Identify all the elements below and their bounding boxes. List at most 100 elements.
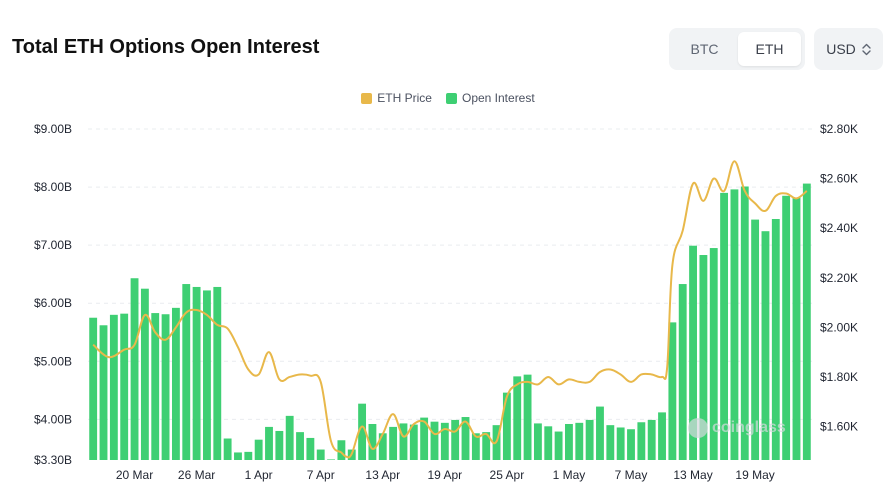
open-interest-bar — [203, 290, 211, 460]
open-interest-bar — [606, 425, 615, 460]
x-axis-tick-label: 1 Apr — [245, 468, 273, 482]
open-interest-bar — [89, 317, 98, 460]
asset-toggle: BTC ETH — [669, 28, 805, 70]
left-axis-tick-label: $5.00B — [34, 354, 72, 368]
x-axis-tick-label: 20 Mar — [116, 468, 153, 482]
right-axis-tick-label: $1.60K — [820, 420, 858, 434]
open-interest-bar — [213, 286, 222, 460]
open-interest-bar — [616, 427, 625, 460]
open-interest-bar — [420, 417, 429, 460]
open-interest-bar — [596, 406, 604, 460]
x-axis-tick-label: 7 May — [615, 468, 648, 482]
open-interest-bar — [440, 422, 449, 460]
open-interest-bar — [709, 248, 718, 460]
asset-option-eth[interactable]: ETH — [738, 32, 801, 66]
open-interest-bar — [544, 426, 553, 460]
open-interest-bar — [171, 307, 180, 460]
open-interest-bar — [740, 186, 749, 460]
open-interest-bar — [451, 419, 460, 460]
open-interest-bar — [296, 432, 304, 460]
currency-select-value: USD — [826, 41, 856, 57]
open-interest-bar — [99, 325, 108, 460]
open-interest-bar — [554, 431, 563, 460]
coinglass-logo-icon — [688, 418, 708, 438]
open-interest-bar — [306, 437, 315, 460]
open-interest-bar — [430, 421, 439, 460]
legend-label-eth-price: ETH Price — [377, 91, 432, 105]
legend-label-open-interest: Open Interest — [461, 91, 535, 105]
open-interest-bar — [409, 424, 418, 460]
page-title: Total ETH Options Open Interest — [12, 36, 320, 58]
open-interest-bar — [140, 288, 149, 460]
open-interest-bar — [668, 322, 677, 460]
open-interest-bar — [254, 439, 263, 460]
x-axis-tick-label: 19 May — [735, 468, 774, 482]
open-interest-bar — [358, 403, 367, 460]
open-interest-bar — [782, 195, 791, 460]
open-interest-bar — [389, 426, 398, 460]
chart-legend: ETH Price Open Interest — [0, 91, 896, 105]
watermark-text: coinglass — [712, 419, 786, 436]
right-axis-tick-label: $2.40K — [820, 221, 858, 235]
x-axis-tick-label: 13 Apr — [365, 468, 400, 482]
left-axis-tick-label: $3.30B — [34, 453, 72, 467]
open-interest-bar — [565, 423, 573, 460]
legend-item-eth-price[interactable]: ETH Price — [361, 91, 432, 105]
x-axis-tick-label: 19 Apr — [427, 468, 462, 482]
open-interest-bar — [192, 286, 201, 460]
open-interest-bar — [378, 433, 387, 460]
open-interest-bar — [575, 422, 584, 460]
open-interest-bar — [802, 183, 811, 460]
open-interest-bar — [585, 419, 594, 460]
open-interest-bar — [244, 451, 253, 460]
open-interest-bar — [471, 433, 480, 460]
open-interest-bar — [109, 314, 118, 460]
open-interest-bar — [316, 449, 325, 460]
left-axis-tick-label: $6.00B — [34, 296, 72, 310]
x-axis-tick-label: 13 May — [673, 468, 712, 482]
open-interest-bar — [161, 314, 170, 460]
right-axis-tick-label: $2.00K — [820, 320, 858, 334]
legend-swatch-eth-price — [361, 92, 373, 104]
open-interest-bar — [368, 423, 377, 460]
open-interest-bar — [730, 189, 739, 460]
open-interest-bar — [523, 374, 532, 460]
open-interest-bar — [482, 432, 491, 460]
right-axis-tick-label: $1.80K — [820, 370, 858, 384]
open-interest-bar — [234, 452, 242, 460]
open-interest-bar — [182, 284, 191, 460]
currency-select[interactable]: USD — [814, 28, 883, 70]
eth-price-line — [92, 160, 808, 459]
left-axis-tick-label: $9.00B — [34, 122, 72, 136]
open-interest-bar — [151, 313, 160, 460]
watermark: coinglass — [688, 418, 786, 438]
legend-item-open-interest[interactable]: Open Interest — [445, 91, 535, 105]
open-interest-bar — [502, 392, 511, 460]
legend-swatch-open-interest — [445, 92, 457, 104]
x-axis-tick-label: 26 Mar — [178, 468, 215, 482]
open-interest-bar — [399, 423, 408, 460]
open-interest-bar — [647, 419, 656, 460]
left-axis-tick-label: $8.00B — [34, 180, 72, 194]
open-interest-bar — [689, 245, 697, 460]
left-axis-tick-label: $4.00B — [34, 412, 72, 426]
open-interest-bar — [337, 440, 346, 460]
open-interest-bar — [130, 278, 139, 460]
x-axis-tick-label: 25 Apr — [490, 468, 525, 482]
left-axis-tick-label: $7.00B — [34, 238, 72, 252]
open-interest-bar — [699, 255, 708, 460]
open-interest-bar — [275, 430, 284, 460]
open-interest-bar — [720, 192, 729, 460]
open-interest-bar — [771, 219, 780, 460]
open-interest-bar — [761, 231, 770, 460]
open-interest-bar — [792, 197, 801, 460]
open-interest-bar — [627, 429, 635, 460]
right-axis-tick-label: $2.20K — [820, 271, 858, 285]
x-axis-tick-label: 7 Apr — [307, 468, 335, 482]
open-interest-bar — [533, 423, 542, 460]
asset-option-btc[interactable]: BTC — [690, 41, 719, 57]
x-axis-tick-label: 1 May — [553, 468, 586, 482]
open-interest-bar — [265, 426, 273, 460]
open-interest-bar — [223, 438, 232, 460]
